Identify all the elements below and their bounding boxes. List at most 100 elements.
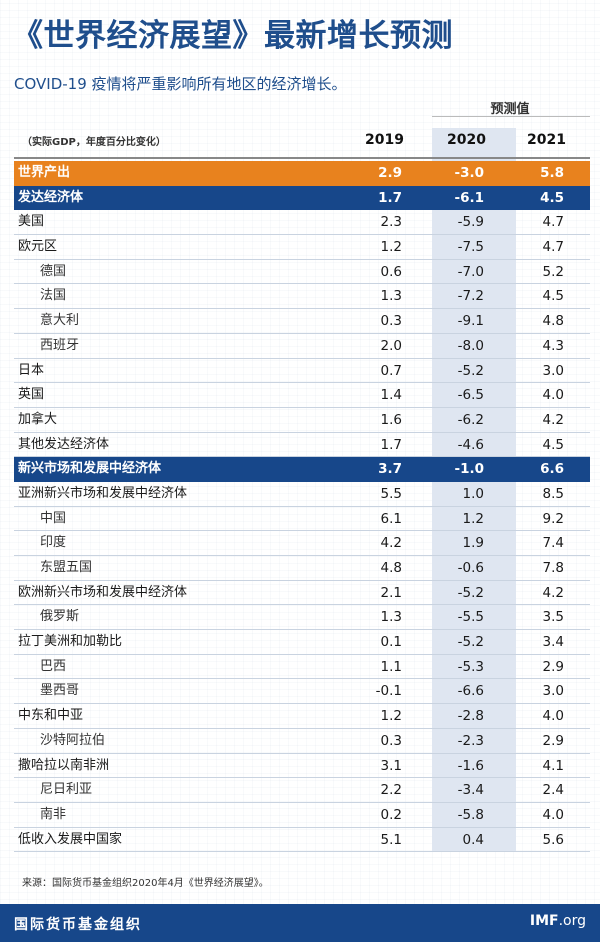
- value-2019: 2.0: [380, 337, 402, 354]
- value-2019: 1.2: [380, 708, 402, 725]
- row-label: 东盟五国: [40, 560, 93, 575]
- table-row: 印度 4.2 1.9 7.4: [14, 531, 590, 556]
- value-2019: 2.1: [380, 584, 402, 601]
- value-2021: 4.0: [542, 708, 564, 725]
- value-2021: 3.5: [542, 609, 564, 626]
- value-2020: -7.0: [457, 263, 484, 280]
- value-2019: 1.1: [380, 658, 402, 675]
- value-2020: -5.3: [457, 658, 484, 675]
- page-subtitle: COVID-19 疫情将严重影响所有地区的经济增长。: [14, 75, 347, 93]
- projection-divider: [432, 116, 590, 117]
- value-2020: 1.0: [462, 485, 484, 502]
- value-2019: 4.8: [380, 560, 402, 576]
- table-row: 欧元区 1.2 -7.5 4.7: [14, 235, 590, 260]
- value-2021: 4.1: [542, 757, 564, 774]
- value-2020: 1.9: [462, 535, 484, 552]
- table-row: 撒哈拉以南非洲 3.1 -1.6 4.1: [14, 754, 590, 779]
- value-2019: 1.7: [380, 436, 402, 453]
- growth-table: 世界产出 2.9 -3.0 5.8 发达经济体 1.7 -6.1 4.5 美国 …: [14, 161, 590, 853]
- table-row: 加拿大 1.6 -6.2 4.2: [14, 408, 590, 433]
- table-row: 美国 2.3 -5.9 4.7: [14, 210, 590, 236]
- table-row: 东盟五国 4.8 -0.6 7.8: [14, 556, 590, 581]
- table-row: 中国 6.1 1.2 9.2: [14, 507, 590, 532]
- value-2020: -8.0: [457, 337, 484, 354]
- footer-bar: 国际货币基金组织 IMF.org: [0, 904, 600, 942]
- table-row: 亚洲新兴市场和发展中经济体 5.5 1.0 8.5: [14, 482, 590, 507]
- row-label: 俄罗斯: [40, 609, 80, 625]
- row-label: 意大利: [40, 313, 80, 329]
- table-row: 低收入发展中国家 5.1 0.4 5.6: [14, 828, 590, 853]
- value-2021: 7.8: [542, 560, 564, 576]
- value-2021: 3.4: [542, 634, 564, 651]
- table-row: 中东和中亚 1.2 -2.8 4.0: [14, 704, 590, 729]
- value-2019: 3.1: [380, 757, 402, 774]
- row-label: 英国: [18, 387, 45, 403]
- value-2020: -5.2: [457, 584, 484, 601]
- value-2021: 2.9: [542, 658, 564, 675]
- row-label: 亚洲新兴市场和发展中经济体: [18, 485, 188, 501]
- table-row-world: 世界产出 2.9 -3.0 5.8: [14, 161, 590, 186]
- row-label: 中东和中亚: [18, 708, 84, 724]
- value-2021: 2.4: [542, 782, 564, 799]
- value-2019: 5.5: [380, 485, 402, 502]
- value-2019: 0.3: [380, 732, 402, 749]
- row-label: 欧元区: [18, 239, 58, 255]
- row-label: 低收入发展中国家: [18, 831, 123, 847]
- footer-site-rest: .org: [558, 913, 586, 929]
- value-2020: -6.2: [457, 411, 484, 428]
- table-row: 其他发达经济体 1.7 -4.6 4.5: [14, 433, 590, 458]
- value-2021: 6.6: [540, 461, 564, 478]
- value-2020: -5.2: [457, 362, 484, 379]
- table-row: 尼日利亚 2.2 -3.4 2.4: [14, 778, 590, 803]
- value-2021: 4.7: [542, 239, 564, 256]
- value-2020: -5.9: [457, 214, 484, 231]
- row-label: 世界产出: [18, 165, 71, 180]
- row-label: 德国: [40, 263, 67, 279]
- value-2020: -5.8: [457, 806, 484, 823]
- value-2021: 4.0: [542, 387, 564, 404]
- value-2021: 4.5: [540, 189, 564, 206]
- value-2020: -5.2: [457, 634, 484, 651]
- value-2020: -3.0: [454, 165, 484, 181]
- row-label: 中国: [40, 510, 67, 526]
- value-2020: -6.6: [457, 683, 484, 700]
- value-2019: 0.6: [380, 263, 402, 280]
- value-2021: 9.2: [542, 510, 564, 527]
- value-2020: -0.6: [457, 560, 484, 576]
- footer-website-link[interactable]: IMF.org: [530, 913, 586, 929]
- value-2021: 5.8: [540, 165, 564, 181]
- table-row: 西班牙 2.0 -8.0 4.3: [14, 334, 590, 359]
- value-2021: 8.5: [542, 485, 564, 502]
- value-2019: 2.3: [380, 214, 402, 231]
- year-header-2019: 2019: [365, 132, 404, 148]
- table-row: 德国 0.6 -7.0 5.2: [14, 260, 590, 285]
- row-label: 巴西: [40, 658, 67, 674]
- footer-site-bold: IMF: [529, 913, 559, 929]
- table-row: 墨西哥 -0.1 -6.6 3.0: [14, 679, 590, 705]
- value-2021: 4.2: [542, 411, 564, 428]
- units-label: （实际GDP，年度百分比变化）: [22, 137, 166, 148]
- table-row: 巴西 1.1 -5.3 2.9: [14, 655, 590, 680]
- row-label: 日本: [18, 362, 45, 378]
- value-2019: 1.3: [380, 288, 402, 305]
- table-row: 法国 1.3 -7.2 4.5: [14, 284, 590, 310]
- value-2020: -7.2: [457, 288, 484, 305]
- value-2021: 5.6: [542, 831, 564, 848]
- value-2021: 3.0: [542, 683, 564, 700]
- value-2020: -6.5: [457, 387, 484, 404]
- table-row: 拉丁美洲和加勒比 0.1 -5.2 3.4: [14, 630, 590, 655]
- value-2019: 0.1: [380, 634, 402, 651]
- year-header-2020: 2020: [447, 132, 486, 148]
- value-2020: -3.4: [457, 782, 484, 799]
- value-2019: 6.1: [380, 510, 402, 527]
- value-2020: 0.4: [462, 831, 484, 848]
- footer-org-name: 国际货币基金组织: [14, 917, 142, 933]
- row-label: 西班牙: [40, 337, 80, 353]
- value-2020: -7.5: [457, 239, 484, 256]
- value-2019: 0.2: [380, 806, 402, 823]
- row-label: 撒哈拉以南非洲: [18, 757, 110, 773]
- row-label: 发达经济体: [18, 189, 84, 205]
- value-2019: 2.2: [380, 782, 402, 799]
- table-row: 英国 1.4 -6.5 4.0: [14, 383, 590, 408]
- value-2020: -9.1: [457, 313, 484, 330]
